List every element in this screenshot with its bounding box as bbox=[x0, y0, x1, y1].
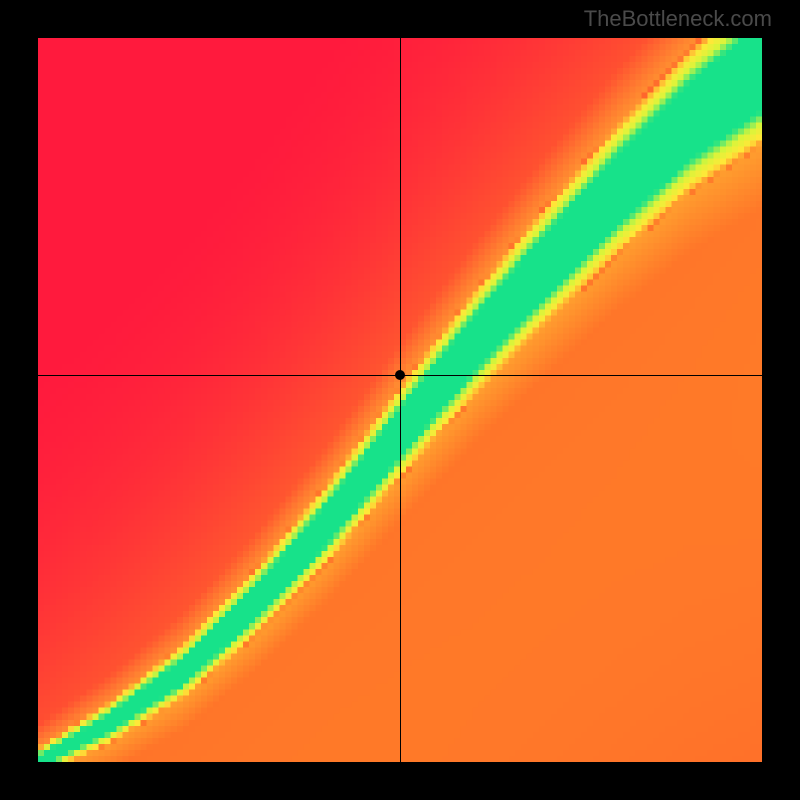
crosshair-vertical bbox=[400, 38, 401, 762]
heatmap-plot bbox=[38, 38, 762, 762]
marker-dot bbox=[395, 370, 405, 380]
watermark-text: TheBottleneck.com bbox=[584, 6, 772, 32]
